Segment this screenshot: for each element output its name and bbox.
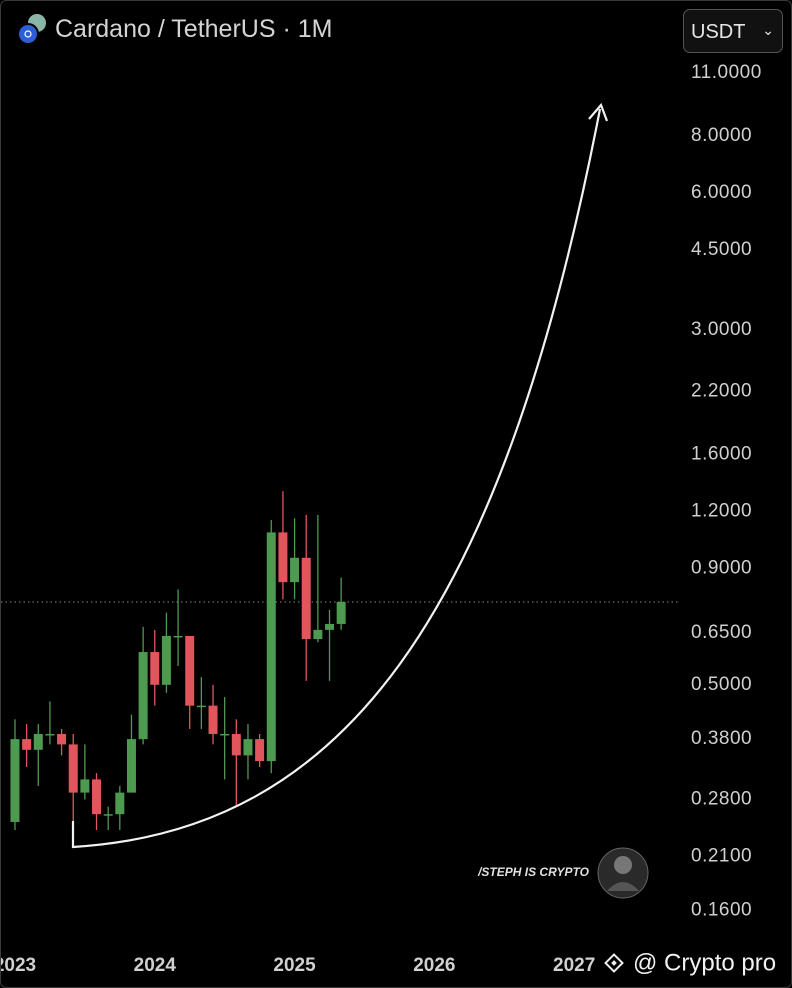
y-tick-label: 2.2000	[691, 381, 752, 402]
candle-body	[208, 705, 218, 734]
candle-body	[22, 739, 32, 750]
candle-body	[92, 779, 102, 815]
candle-body	[68, 744, 78, 793]
candle-body	[57, 733, 67, 745]
x-tick-label: 2027	[553, 955, 595, 976]
candle-body	[161, 635, 171, 685]
candle-body	[173, 635, 183, 638]
y-tick-label: 0.3800	[691, 728, 752, 749]
y-tick-label: 0.9000	[691, 557, 752, 578]
chevron: ⌄	[762, 22, 774, 38]
candle-body	[243, 739, 253, 756]
candle-body	[150, 652, 160, 685]
candle-body	[138, 652, 148, 740]
x-tick-label: 2026	[413, 955, 455, 976]
avatar-body	[607, 882, 639, 891]
avatar-head	[614, 856, 632, 874]
x-tick-label: 2025	[273, 955, 316, 976]
coin-icon	[17, 14, 46, 45]
exchange-logo	[604, 953, 624, 973]
y-tick-label: 11.0000	[691, 62, 762, 83]
x-tick-label: 2024	[134, 955, 177, 976]
candle-body	[115, 792, 125, 815]
candle-body	[185, 635, 195, 706]
y-tick-label: 6.0000	[691, 182, 752, 203]
y-tick-label: 1.2000	[691, 501, 752, 522]
candle-body	[45, 733, 55, 736]
candle-body	[301, 557, 311, 640]
watermark: @ Crypto pro	[633, 949, 776, 976]
candle-body	[103, 814, 113, 816]
candle-body	[196, 705, 206, 708]
y-tick-label: 0.2100	[691, 845, 752, 866]
candle-body	[80, 779, 90, 793]
y-tick-label: 1.6000	[691, 444, 752, 465]
currency-dropdown[interactable]: USDT ⌄	[683, 9, 783, 53]
y-tick-label: 0.2800	[691, 789, 752, 810]
candle-body	[255, 739, 265, 762]
y-tick-label: 0.5000	[691, 674, 752, 695]
candle-body	[126, 739, 136, 793]
y-tick-label: 0.6500	[691, 622, 752, 643]
candle-body	[290, 557, 300, 583]
y-tick-label: 8.0000	[691, 125, 752, 146]
candle-body	[336, 601, 346, 624]
candle-body	[313, 629, 323, 640]
candle-body	[231, 733, 241, 756]
candle-body	[220, 733, 230, 736]
candle-body	[10, 739, 20, 822]
candle-body	[325, 623, 335, 630]
projection-arrow	[71, 108, 602, 849]
candle-body	[278, 532, 288, 583]
y-tick-label: 3.0000	[691, 319, 752, 340]
currency-label: USDT	[691, 21, 746, 43]
x-tick-label: 2023	[1, 955, 36, 976]
candle-body	[33, 733, 43, 750]
y-tick-label: 0.1600	[691, 899, 752, 920]
arrow-head	[588, 102, 609, 122]
chart-title: Cardano / TetherUS · 1M	[55, 15, 333, 43]
candle-body	[266, 532, 276, 762]
y-tick-label: 4.5000	[691, 239, 752, 260]
watermark: /STEPH IS CRYPTO	[477, 865, 590, 879]
